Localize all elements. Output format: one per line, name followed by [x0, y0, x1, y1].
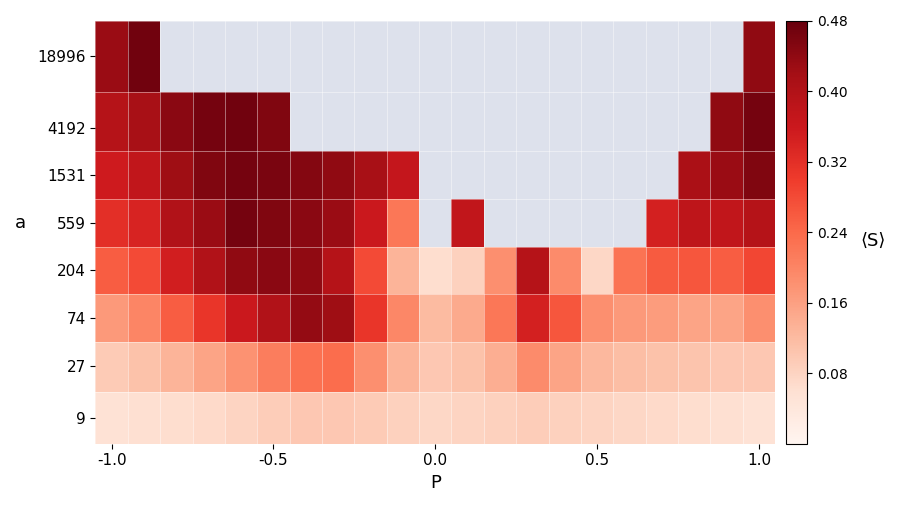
- X-axis label: P: P: [430, 474, 441, 492]
- Y-axis label: ⟨S⟩: ⟨S⟩: [860, 232, 886, 250]
- Y-axis label: a: a: [15, 214, 26, 232]
